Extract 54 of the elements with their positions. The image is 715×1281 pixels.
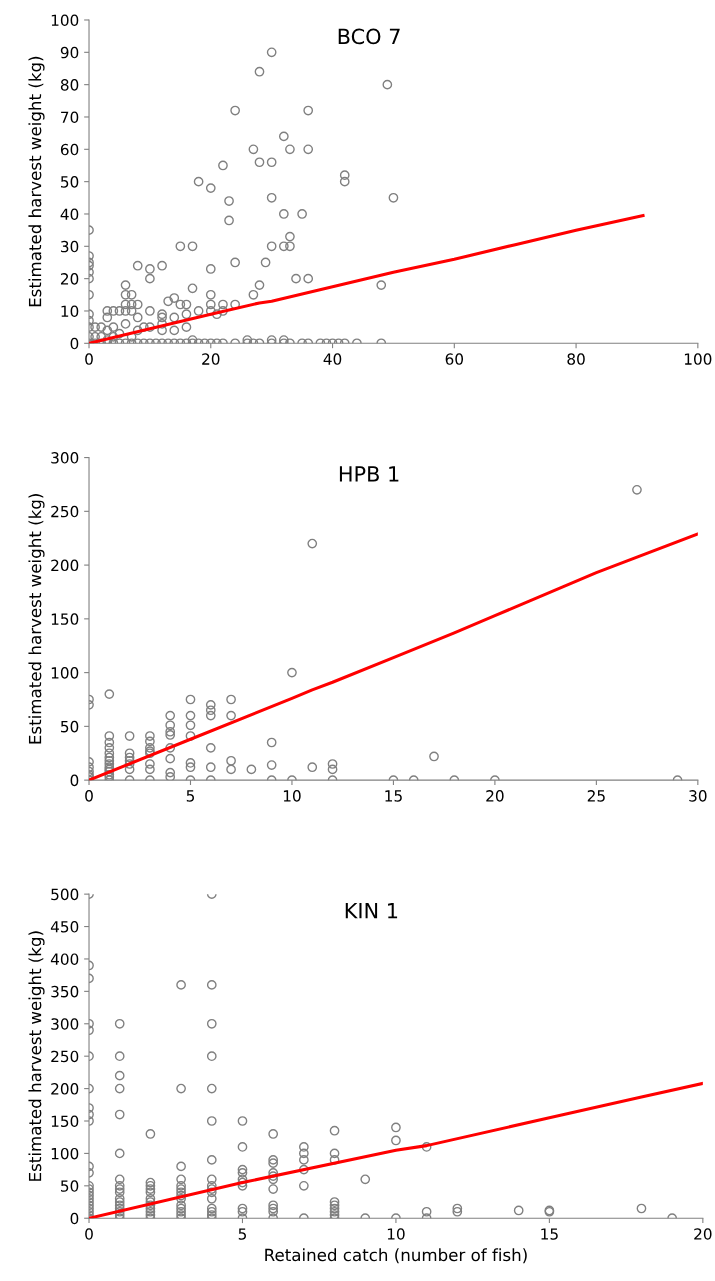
x-tick-label: 20 [694,1228,712,1240]
y-tick-label: 60 [60,143,79,156]
y-tick-label: 50 [61,720,79,733]
x-tick-label: 5 [186,790,195,802]
y-tick-label: 90 [60,46,79,59]
y-axis-title: Estimated harvest weight (kg) [28,56,45,307]
y-tick-label: 10 [61,305,79,317]
x-tick-label: 100 [684,353,712,365]
y-tick-label: 300 [51,452,79,464]
y-tick-label: 50 [61,1180,79,1192]
y-tick-label: 250 [51,1050,79,1063]
y-tick-label: 200 [51,1083,79,1095]
x-tick-label: 40 [323,353,342,365]
y-tick-label: 50 [61,176,79,188]
x-axis-title: Retained catch (number of fish) [265,1248,527,1264]
y-tick-label: 100 [51,667,79,679]
x-tick-label: 20 [202,353,220,365]
y-tick-label: 500 [51,888,79,901]
y-tick-label: 0 [70,1212,79,1225]
x-tick-label: 15 [541,1228,558,1240]
chart-title: BCO 7 [338,28,400,45]
x-tick-label: 5 [238,1228,246,1240]
x-tick-label: 20 [486,790,504,802]
x-tick-label: 0 [85,353,93,365]
x-tick-label: 0 [85,790,93,802]
x-tick-label: 80 [567,353,585,365]
y-tick-label: 30 [61,240,79,253]
chart-title: KIN 1 [345,903,398,919]
y-axis-title: Estimated harvest weight (kg) [28,494,45,744]
x-tick-label: 30 [689,790,707,802]
x-tick-label: 0 [85,1228,93,1240]
x-tick-label: 10 [387,1228,405,1240]
y-tick-label: 80 [60,79,79,91]
y-tick-label: 150 [51,613,79,625]
y-tick-label: 450 [50,921,79,933]
y-tick-label: 400 [50,953,79,965]
y-axis-title: Estimated harvest weight (kg) [28,931,45,1181]
y-tick-label: 0 [70,337,79,350]
y-tick-label: 300 [51,1018,79,1030]
x-tick-label: 10 [283,790,301,802]
y-tick-label: 70 [61,111,79,123]
chart-title: HPB 1 [339,466,399,482]
y-tick-label: 20 [60,273,79,285]
y-tick-label: 100 [51,1147,79,1160]
x-tick-label: 60 [445,353,464,365]
y-tick-label: 40 [60,208,79,220]
y-tick-label: 350 [51,985,79,998]
y-tick-label: 100 [51,14,79,27]
y-tick-label: 150 [51,1115,79,1128]
y-tick-label: 250 [51,505,79,518]
x-tick-label: 15 [385,790,402,802]
y-tick-label: 200 [51,559,79,572]
y-tick-label: 0 [70,774,79,787]
x-tick-label: 25 [587,790,605,802]
